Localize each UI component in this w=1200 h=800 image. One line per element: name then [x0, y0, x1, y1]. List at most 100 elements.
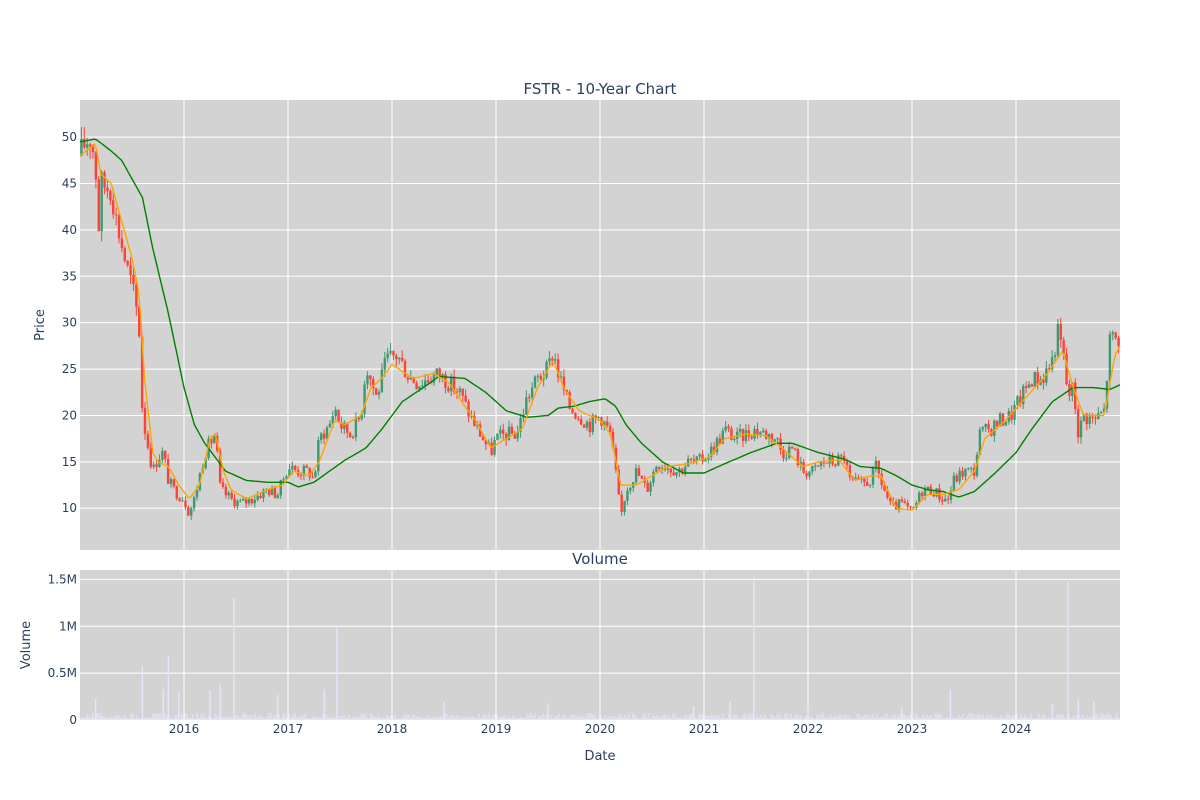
volume-bar [856, 714, 858, 720]
price-candle-body [756, 428, 759, 435]
volume-bar [310, 718, 312, 720]
volume-bar [164, 713, 166, 720]
price-candle-body [932, 494, 935, 497]
volume-bar [706, 715, 708, 720]
price-candle-body [117, 215, 121, 239]
volume-bar [278, 714, 280, 720]
volume-bar [1068, 713, 1070, 720]
volume-bar [562, 715, 564, 720]
volume-bar [332, 717, 334, 720]
volume-bar [848, 715, 850, 720]
volume-bar [870, 715, 872, 720]
price-candle-body [351, 436, 355, 438]
price-candle-body [903, 501, 906, 503]
price-candle-body [528, 397, 531, 399]
volume-bar [322, 713, 324, 720]
price-candle-body [210, 438, 213, 444]
volume-bar [830, 714, 832, 720]
volume-bar [884, 713, 886, 720]
price-candle-body [539, 375, 542, 380]
volume-bar [230, 717, 232, 720]
volume-bar [588, 713, 590, 720]
volume-bar [1066, 716, 1068, 720]
volume-bar [136, 715, 138, 720]
price-candle-body [1004, 421, 1008, 426]
price-candle-body [701, 454, 704, 462]
x-tick-label: 2024 [1001, 722, 1032, 736]
volume-bar [510, 718, 512, 720]
price-candle-body [551, 358, 554, 361]
volume-bar [1024, 714, 1026, 720]
price-candle-body [325, 427, 329, 439]
volume-bar [650, 718, 652, 720]
volume-bar [106, 717, 108, 720]
price-candle-body [398, 357, 401, 360]
volume-bar [1102, 713, 1104, 720]
volume-bar [600, 716, 602, 720]
x-tick-label: 2023 [897, 722, 928, 736]
volume-bar [648, 712, 650, 720]
volume-bar [302, 716, 304, 720]
volume-spike-bar [162, 689, 164, 720]
price-candle-body [1065, 353, 1068, 385]
price-candle-body [949, 490, 953, 500]
volume-bar [554, 715, 556, 720]
volume-bar [468, 715, 470, 720]
volume-bar [476, 718, 478, 720]
price-candle-body [577, 418, 580, 420]
price-candle-body [840, 455, 843, 457]
volume-bar [532, 715, 534, 720]
price-candle-body [536, 375, 540, 377]
price-candle-body [320, 433, 323, 441]
volume-bar [534, 713, 536, 720]
volume-bar [818, 715, 820, 720]
volume-spike-bar [178, 691, 180, 720]
price-candle-body [496, 433, 499, 440]
volume-bar [1020, 713, 1022, 720]
volume-bar [188, 717, 190, 720]
volume-bar [490, 718, 492, 720]
volume-bar [312, 716, 314, 720]
volume-bar [742, 714, 744, 720]
price-candle-body [1016, 396, 1019, 406]
volume-bar [144, 718, 146, 720]
volume-bar [290, 716, 292, 720]
volume-bar [922, 713, 924, 720]
volume-bar [330, 717, 332, 720]
volume-bar [656, 714, 658, 720]
volume-bar [470, 717, 472, 720]
volume-bar [678, 717, 680, 720]
price-candle-body [588, 421, 592, 433]
volume-bar [942, 717, 944, 720]
volume-bar [372, 716, 374, 720]
price-candle-body [542, 377, 545, 380]
price-candle-body [112, 200, 115, 215]
volume-bar [874, 716, 876, 720]
volume-bar [638, 718, 640, 720]
volume-bar [862, 715, 864, 720]
volume-bar [328, 716, 330, 720]
volume-bar [710, 714, 712, 720]
volume-bar [166, 716, 168, 720]
volume-bar [764, 714, 766, 720]
price-candle-body [224, 486, 228, 496]
volume-bar [448, 715, 450, 720]
price-candle-body [354, 417, 358, 438]
volume-bar [668, 714, 670, 720]
volume-bar [744, 712, 746, 720]
volume-bar [1074, 717, 1076, 720]
volume-bar [326, 714, 328, 720]
volume-bar [802, 718, 804, 720]
volume-bar [1064, 718, 1066, 720]
volume-bar [1022, 717, 1024, 720]
volume-bar [478, 713, 480, 720]
volume-bar [296, 716, 298, 720]
volume-bar [806, 715, 808, 720]
price-candle-body [322, 433, 326, 439]
price-candle-body [675, 472, 678, 476]
volume-bar [1016, 714, 1018, 720]
price-candle-body [620, 494, 623, 512]
price-candle-body [886, 490, 889, 498]
price-candle-body [961, 470, 964, 477]
volume-spike-bar [807, 705, 809, 720]
